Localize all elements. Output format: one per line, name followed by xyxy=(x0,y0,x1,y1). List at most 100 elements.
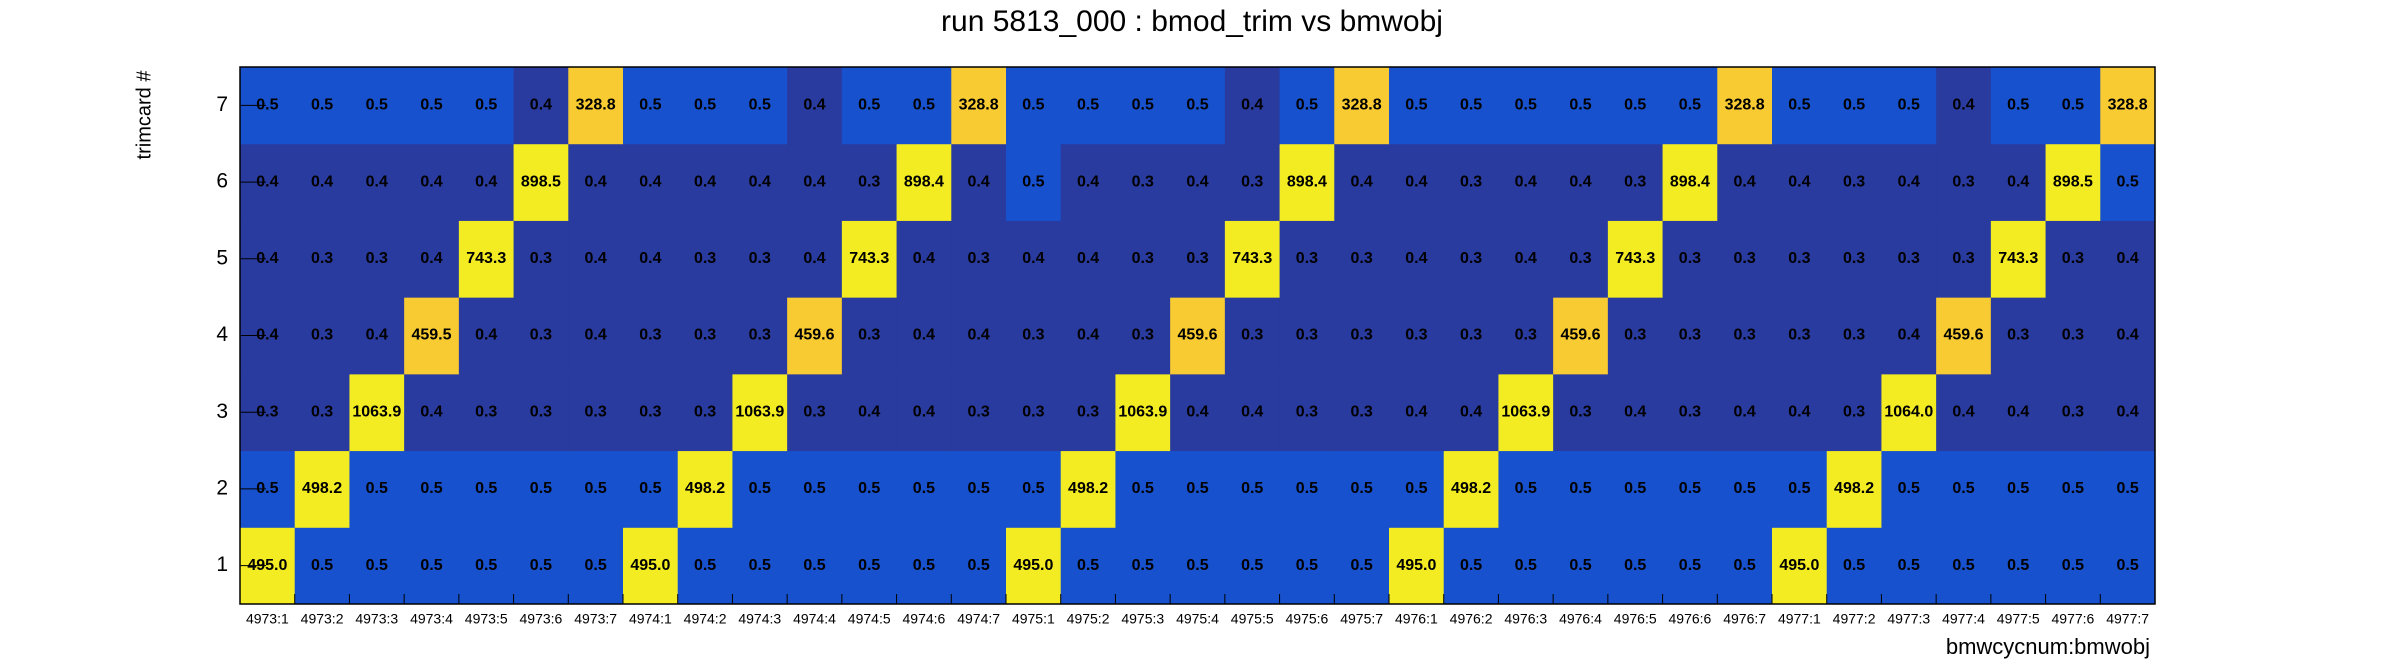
cell-label: 0.5 xyxy=(1241,480,1263,497)
cell-label: 0.3 xyxy=(1843,173,1865,190)
y-tick-label: 6 xyxy=(216,170,228,193)
heatmap-cell xyxy=(568,527,624,605)
cell-label: 0.4 xyxy=(1515,250,1537,267)
cell-label: 0.5 xyxy=(2117,557,2139,574)
heatmap-cell xyxy=(349,297,405,375)
heatmap-cell xyxy=(513,527,569,605)
cell-label: 0.4 xyxy=(1241,403,1263,420)
y-tick-label: 3 xyxy=(216,400,228,423)
cell-label: 0.5 xyxy=(2007,557,2029,574)
x-tick-label: 4974:4 xyxy=(793,611,836,627)
cell-label: 0.4 xyxy=(311,173,333,190)
cell-label: 0.5 xyxy=(420,480,442,497)
cell-label: 0.5 xyxy=(1132,480,1154,497)
cell-label: 0.3 xyxy=(1843,250,1865,267)
heatmap-cell xyxy=(1826,67,1882,145)
heatmap-cell xyxy=(1717,450,1773,528)
cell-label: 0.5 xyxy=(913,480,935,497)
heatmap-cell xyxy=(732,450,788,528)
heatmap-cell xyxy=(1717,143,1773,221)
cell-label: 0.3 xyxy=(1679,327,1701,344)
heatmap-cell xyxy=(623,297,679,375)
cell-label: 0.3 xyxy=(1788,250,1810,267)
heatmap-cell xyxy=(896,450,952,528)
cell-label: 0.4 xyxy=(968,327,990,344)
x-tick-label: 4973:2 xyxy=(301,611,344,627)
cell-label: 0.5 xyxy=(1022,173,1044,190)
cell-label: 0.3 xyxy=(475,403,497,420)
heatmap-cell xyxy=(404,143,460,221)
cell-label: 0.3 xyxy=(968,403,990,420)
cell-label: 0.5 xyxy=(1569,480,1591,497)
heatmap-cell xyxy=(787,373,843,452)
heatmap-cell xyxy=(2100,450,2156,528)
heatmap-cell xyxy=(677,450,733,528)
heatmap-cell xyxy=(1498,450,1554,528)
heatmap-cell xyxy=(1772,450,1828,528)
cell-label: 0.4 xyxy=(2007,403,2029,420)
cell-label: 0.3 xyxy=(1898,250,1920,267)
cell-label: 0.4 xyxy=(639,250,661,267)
heatmap-cell xyxy=(294,450,350,528)
cell-label: 459.6 xyxy=(1560,327,1600,344)
cell-label: 0.4 xyxy=(1405,173,1427,190)
heatmap-cell xyxy=(1662,450,1718,528)
heatmap-cell xyxy=(1060,297,1116,375)
heatmap-cell xyxy=(896,527,952,605)
heatmap-cell xyxy=(1717,67,1773,145)
cell-label: 0.4 xyxy=(1186,173,1208,190)
heatmap-cell xyxy=(1224,450,1281,528)
cell-label: 0.5 xyxy=(694,557,716,574)
cell-label: 0.3 xyxy=(1624,173,1646,190)
cell-label: 0.5 xyxy=(1788,480,1810,497)
cell-label: 0.4 xyxy=(1077,327,1099,344)
heatmap-cell xyxy=(568,143,624,221)
cell-label: 0.5 xyxy=(1515,557,1537,574)
x-tick-label: 4973:1 xyxy=(246,611,289,627)
x-tick-label: 4975:1 xyxy=(1012,611,1055,627)
heatmap-cell xyxy=(1334,373,1390,452)
cell-label: 0.4 xyxy=(585,173,607,190)
heatmap-cell xyxy=(349,373,405,452)
heatmap-cell xyxy=(677,67,733,145)
heatmap-cell xyxy=(1990,220,2047,298)
heatmap-cell xyxy=(623,67,679,145)
cell-label: 0.4 xyxy=(803,97,825,114)
cell-label: 0.5 xyxy=(749,557,771,574)
x-tick-label: 4973:7 xyxy=(574,611,617,627)
cell-label: 0.4 xyxy=(366,327,388,344)
heatmap-cell xyxy=(404,220,460,298)
cell-label: 0.3 xyxy=(1952,173,1974,190)
x-tick-label: 4977:2 xyxy=(1833,611,1876,627)
heatmap-cell xyxy=(1170,220,1226,298)
cell-label: 495.0 xyxy=(1396,557,1436,574)
heatmap-cell xyxy=(458,297,515,375)
cell-label: 0.4 xyxy=(585,250,607,267)
cell-label: 0.4 xyxy=(2117,250,2139,267)
cell-label: 0.5 xyxy=(1898,557,1920,574)
heatmap-cell xyxy=(349,143,405,221)
cell-label: 328.8 xyxy=(576,97,616,114)
heatmap-cell xyxy=(1224,373,1281,452)
cell-label: 0.4 xyxy=(1734,173,1756,190)
heatmap-cell xyxy=(1990,373,2047,452)
cell-label: 1063.9 xyxy=(1501,403,1550,420)
cell-label: 0.4 xyxy=(366,173,388,190)
heatmap-cell xyxy=(1772,297,1828,375)
heatmap-cell xyxy=(1334,67,1390,145)
cell-label: 0.4 xyxy=(1624,403,1646,420)
heatmap-cell xyxy=(1826,297,1882,375)
heatmap-cell xyxy=(1662,67,1718,145)
cell-label: 0.5 xyxy=(1405,97,1427,114)
cell-label: 0.4 xyxy=(1952,403,1974,420)
x-tick-label: 4976:6 xyxy=(1669,611,1712,627)
heatmap-cell xyxy=(951,527,1007,605)
cell-label: 0.3 xyxy=(1460,250,1482,267)
heatmap-cell xyxy=(1826,143,1882,221)
heatmap-cell xyxy=(1060,67,1116,145)
heatmap-cell xyxy=(1498,527,1554,605)
x-tick-label: 4977:5 xyxy=(1997,611,2040,627)
heatmap-cell xyxy=(1881,297,1937,375)
heatmap-cell xyxy=(404,297,460,375)
cell-label: 0.3 xyxy=(366,250,388,267)
